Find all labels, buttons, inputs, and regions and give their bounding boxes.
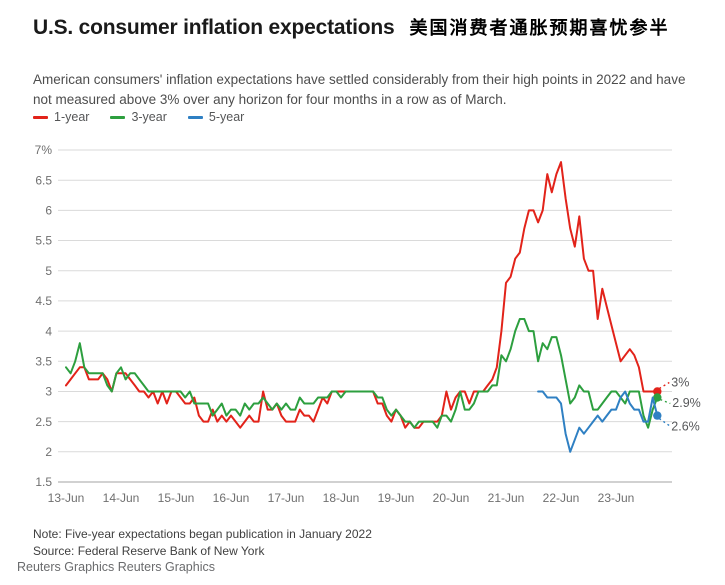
end-dot-3-year bbox=[653, 393, 662, 402]
y-tick-label: 6 bbox=[45, 204, 52, 218]
page-title: U.S. consumer inflation expectations bbox=[33, 16, 395, 39]
chart-legend: 1-year 3-year 5-year bbox=[33, 110, 244, 124]
legend-item-3-year: 3-year bbox=[110, 110, 167, 124]
legend-item-1-year: 1-year bbox=[33, 110, 89, 124]
y-tick-label: 1.5 bbox=[35, 475, 52, 489]
end-label-3-year: 2.9% bbox=[672, 396, 701, 410]
x-tick-label: 18-Jun bbox=[323, 491, 360, 505]
legend-swatch-3-year-icon bbox=[110, 115, 126, 119]
end-label-5-year: 2.6% bbox=[671, 420, 700, 434]
end-dot-1-year bbox=[653, 387, 662, 396]
end-label-1-year: 3% bbox=[671, 376, 689, 390]
y-tick-label: 2.5 bbox=[35, 415, 52, 429]
x-tick-label: 14-Jun bbox=[103, 491, 140, 505]
y-tick-label: 5 bbox=[45, 264, 52, 278]
page-title-chinese: 美国消费者通胀预期喜忧参半 bbox=[409, 18, 670, 38]
legend-swatch-1-year-icon bbox=[33, 115, 48, 119]
x-tick-label: 15-Jun bbox=[158, 491, 195, 505]
end-dot-5-year bbox=[653, 411, 662, 420]
y-tick-label: 5.5 bbox=[35, 234, 52, 248]
x-tick-label: 22-Jun bbox=[543, 491, 580, 505]
credit-line: Reuters Graphics Reuters Graphics bbox=[17, 560, 215, 574]
chart-note: Note: Five-year expectations began publi… bbox=[33, 527, 372, 541]
x-tick-label: 13-Jun bbox=[48, 491, 85, 505]
end-leader-1-year bbox=[658, 381, 670, 390]
x-tick-label: 23-Jun bbox=[598, 491, 635, 505]
y-tick-label: 3.5 bbox=[35, 355, 52, 369]
series-line-1-year bbox=[65, 161, 659, 429]
line-chart: 7% 6.5 6 5.5 5 4.5 4 3.5 3 2.5 2 1.5 13-Jun 14-Jun 15-… bbox=[35, 143, 701, 505]
x-tick-label: 19-Jun bbox=[378, 491, 415, 505]
legend-label-1-year: 1-year bbox=[54, 110, 90, 124]
title-row: U.S. consumer inflation expectations 美国消… bbox=[33, 14, 670, 40]
end-leader-5-year bbox=[658, 418, 670, 427]
end-leader-3-year bbox=[660, 398, 671, 405]
legend-swatch-5-year-icon bbox=[187, 115, 203, 119]
y-tick-label: 7% bbox=[35, 143, 53, 157]
y-tick-label: 4.5 bbox=[35, 294, 52, 308]
x-tick-label: 21-Jun bbox=[488, 491, 525, 505]
y-tick-label: 6.5 bbox=[35, 173, 52, 187]
series-line-3-year bbox=[65, 318, 659, 429]
legend-label-3-year: 3-year bbox=[131, 110, 167, 124]
chart-subtitle: American consumers' inflation expectatio… bbox=[33, 71, 686, 107]
legend-item-5-year: 5-year bbox=[187, 110, 245, 124]
y-tick-label: 2 bbox=[45, 445, 52, 459]
legend-label-5-year: 5-year bbox=[208, 110, 245, 124]
footnotes: Note: Five-year expectations began publi… bbox=[33, 526, 372, 561]
chart-source: Source: Federal Reserve Bank of New York bbox=[33, 544, 265, 559]
x-tick-label: 17-Jun bbox=[268, 491, 305, 505]
y-tick-label: 4 bbox=[45, 324, 52, 338]
y-tick-label: 3 bbox=[45, 385, 52, 399]
x-tick-label: 20-Jun bbox=[433, 491, 470, 505]
x-tick-label: 16-Jun bbox=[213, 491, 250, 505]
series-line-5-year bbox=[537, 390, 659, 453]
